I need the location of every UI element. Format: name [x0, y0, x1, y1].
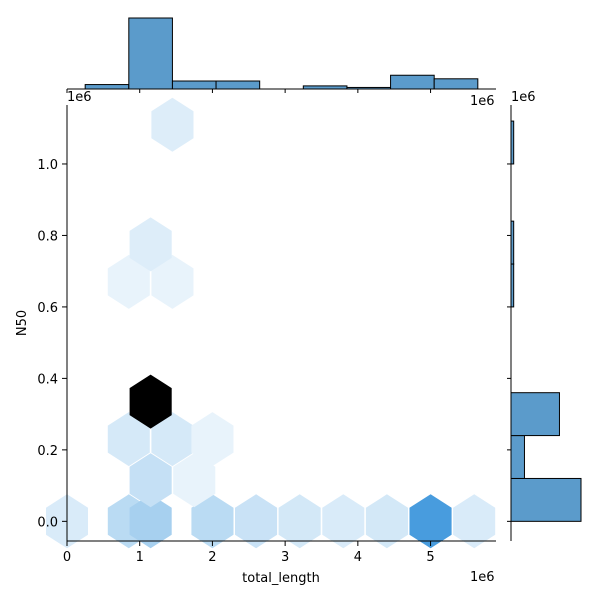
- x-tick-label: 5: [426, 550, 434, 565]
- marginal-x-bar: [215, 80, 261, 90]
- y-tick-label: 0.0: [37, 515, 58, 530]
- marginal-y-bar: [510, 220, 515, 265]
- marginal-x-histogram: [66, 17, 496, 93]
- x-tick-label: 2: [208, 550, 216, 565]
- hexbin: [191, 412, 234, 467]
- marginal-x-bar: [346, 86, 392, 90]
- x-tick-label: 4: [354, 550, 362, 565]
- hexbin: [453, 494, 496, 549]
- x-tick-label: 3: [281, 550, 289, 565]
- marginal-x-bar: [84, 84, 130, 90]
- marginal-x-bar: [433, 78, 479, 90]
- y-tick-label: 0.2: [37, 444, 58, 459]
- hexbin: [129, 217, 172, 272]
- marginal-x-bar: [390, 74, 435, 90]
- marginal-y-bar: [510, 435, 525, 479]
- marginal-y-histogram: [507, 105, 582, 541]
- marginal-y-bar: [510, 477, 582, 522]
- axes: 0 1 2 3 4 5 0.0 0.2 0.4 0.6 0.8 1.0: [37, 105, 496, 565]
- y-tick-label: 0.6: [37, 301, 58, 316]
- marginal-x-exponent-label: 1e6: [470, 94, 495, 109]
- hexbin: [129, 453, 172, 508]
- hexbin: [191, 494, 234, 549]
- marginal-x-bar: [171, 80, 217, 90]
- hexbin: [322, 494, 365, 549]
- hexbin: [107, 412, 150, 467]
- hexbin: [107, 254, 150, 309]
- y-tick-label: 1.0: [37, 158, 58, 173]
- x-tick-label: 1: [136, 550, 144, 565]
- marginal-x-bar: [302, 85, 348, 90]
- y-exponent-label: 1e6: [67, 90, 92, 105]
- marginal-y-bar: [510, 120, 515, 165]
- marginal-y-bar: [510, 392, 560, 437]
- hexbin: [151, 254, 194, 309]
- marginal-x-bar: [128, 17, 173, 90]
- marginal-y-exponent-label: 1e6: [511, 90, 536, 105]
- hexbin-layer: [46, 97, 496, 549]
- y-tick-label: 0.8: [37, 229, 58, 244]
- hexbin: [235, 494, 278, 549]
- marginal-y-bar: [510, 263, 515, 308]
- x-tick-label: 0: [63, 550, 71, 565]
- y-tick-label: 0.4: [37, 372, 58, 387]
- hexbin: [409, 494, 452, 549]
- hexbin: [365, 494, 408, 549]
- hexbin: [151, 412, 194, 467]
- x-exponent-label: 1e6: [470, 570, 495, 585]
- hexbin: [173, 453, 216, 508]
- hexbin: [278, 494, 321, 549]
- y-axis-label: N50: [15, 310, 30, 336]
- hexbin: [151, 97, 194, 152]
- x-axis-label: total_length: [242, 571, 320, 586]
- hexbin: [129, 374, 172, 429]
- hexbin: [129, 494, 172, 549]
